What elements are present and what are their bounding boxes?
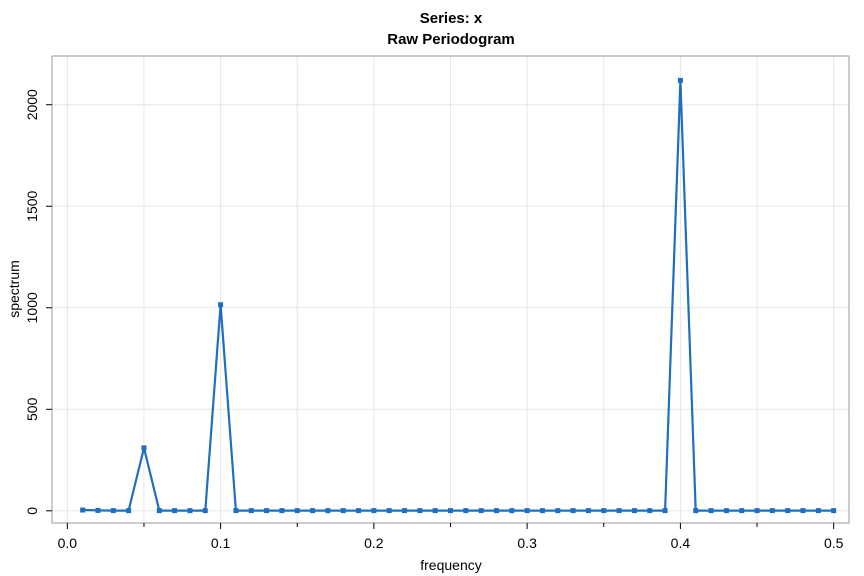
- series-line: [82, 79, 834, 512]
- data-point: [647, 508, 653, 514]
- data-point: [386, 508, 392, 514]
- x-tick-label: 0.1: [211, 535, 231, 551]
- chart-subtitle: Raw Periodogram: [387, 31, 515, 48]
- data-point: [233, 508, 239, 514]
- data-point: [340, 508, 346, 514]
- data-point: [294, 508, 300, 514]
- data-point: [831, 508, 837, 514]
- data-point: [585, 508, 591, 514]
- data-point: [662, 508, 668, 514]
- y-tick-label: 2000: [24, 89, 40, 120]
- data-point: [800, 508, 806, 514]
- data-point: [677, 77, 683, 83]
- data-point: [493, 508, 499, 514]
- data-point: [754, 508, 760, 514]
- data-point: [110, 508, 116, 514]
- grid: [52, 56, 849, 523]
- axes: 0.0 0.1 0.2 0.3 0.4 0.5 0 500 1000 1500 2000: [24, 89, 844, 551]
- data-point: [141, 445, 147, 451]
- data-point: [156, 508, 162, 514]
- y-axis-label: spectrum: [6, 260, 22, 318]
- x-tick-label: 0.5: [824, 535, 844, 551]
- data-point: [218, 302, 224, 308]
- data-point: [693, 508, 699, 514]
- data-point: [509, 508, 515, 514]
- data-point: [463, 508, 469, 514]
- data-point: [248, 508, 254, 514]
- x-tick-label: 0.4: [671, 535, 691, 551]
- data-point: [80, 507, 86, 513]
- data-point: [371, 508, 377, 514]
- x-tick-label: 0.3: [517, 535, 537, 551]
- y-tick-label: 0: [24, 507, 40, 515]
- data-point: [785, 508, 791, 514]
- data-point: [95, 507, 101, 513]
- y-tick-label: 1500: [24, 190, 40, 221]
- data-point: [126, 508, 132, 514]
- data-point: [769, 508, 775, 514]
- data-point: [739, 508, 745, 514]
- x-tick-label: 0.0: [58, 535, 78, 551]
- y-tick-label: 1000: [24, 292, 40, 323]
- data-point: [202, 508, 208, 514]
- data-point: [555, 508, 561, 514]
- data-point: [172, 508, 178, 514]
- data-point: [708, 508, 714, 514]
- y-tick-label: 500: [24, 397, 40, 421]
- series-layer: [80, 77, 837, 514]
- data-point: [325, 508, 331, 514]
- data-point: [815, 508, 821, 514]
- data-point: [448, 508, 453, 514]
- data-point: [402, 508, 408, 514]
- data-point: [356, 508, 362, 514]
- data-point: [631, 508, 637, 514]
- data-point: [432, 508, 438, 514]
- data-point: [524, 508, 530, 514]
- data-point: [279, 508, 285, 514]
- data-point: [616, 508, 622, 514]
- x-tick-label: 0.2: [364, 535, 384, 551]
- x-axis-label: frequency: [420, 557, 481, 573]
- data-point: [187, 508, 193, 514]
- data-point: [539, 508, 545, 514]
- data-point: [570, 508, 576, 514]
- data-point: [723, 508, 729, 514]
- data-point: [310, 508, 316, 514]
- data-point: [601, 508, 607, 514]
- data-point: [478, 508, 484, 514]
- chart-title: Series: x: [420, 10, 483, 27]
- data-point: [417, 508, 423, 514]
- data-point: [264, 508, 270, 514]
